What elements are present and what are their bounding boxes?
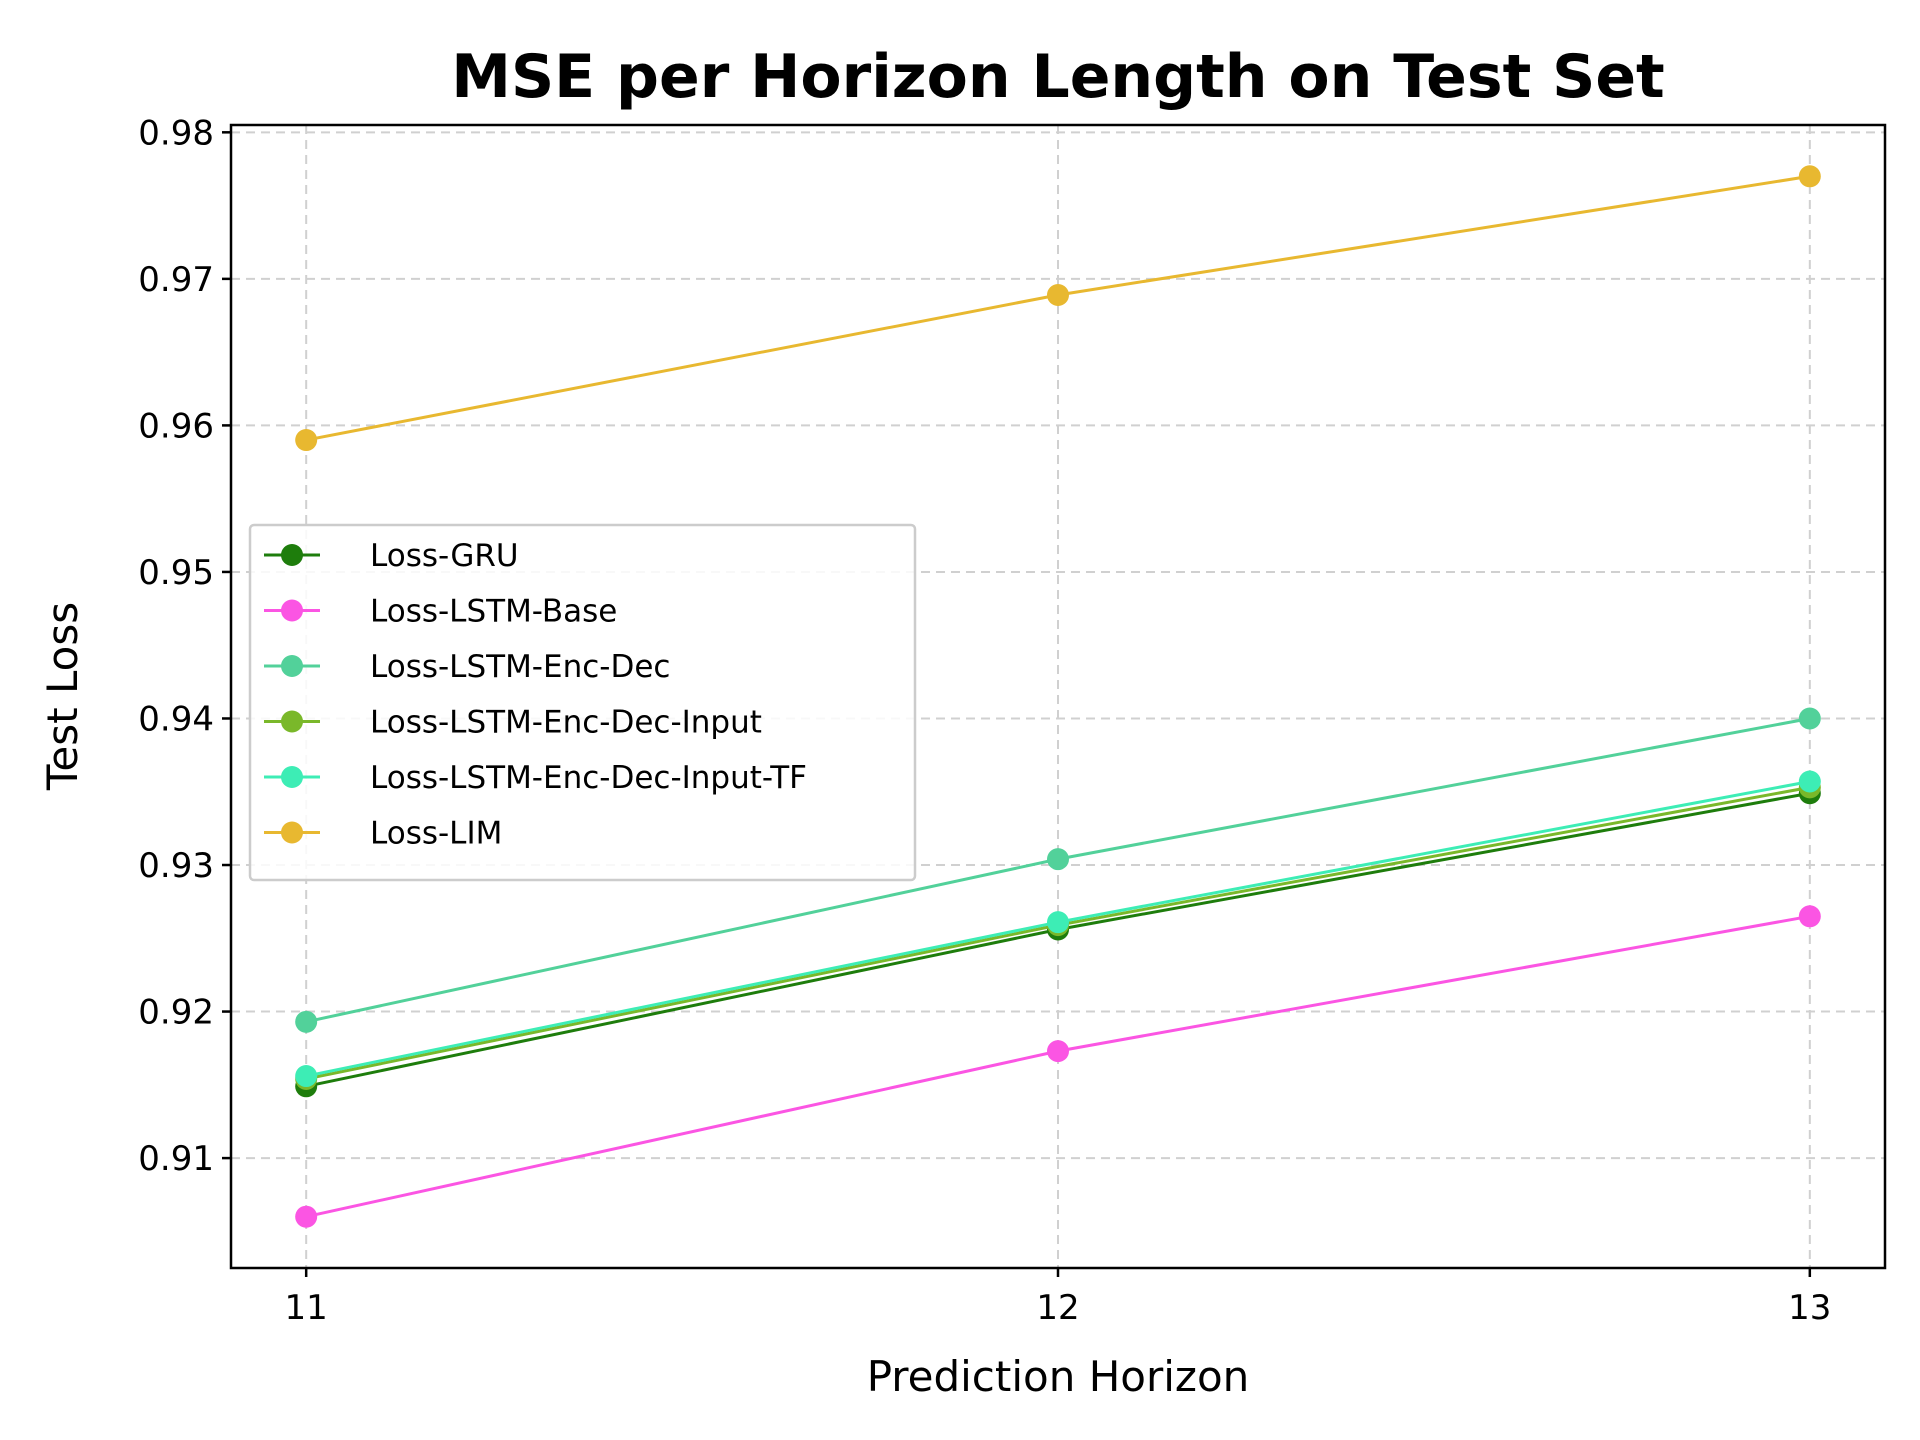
legend-entry: Loss-LIM bbox=[264, 816, 502, 852]
data-point bbox=[1798, 770, 1821, 793]
data-point bbox=[295, 429, 318, 452]
data-point bbox=[1047, 283, 1069, 306]
data-point bbox=[1798, 905, 1821, 928]
legend-entry: Loss-GRU bbox=[264, 538, 519, 574]
data-point bbox=[1047, 1040, 1069, 1063]
y-tick-label: 0.97 bbox=[138, 260, 214, 300]
series-loss-lstm-enc-dec-input-tf bbox=[295, 770, 1821, 1088]
data-point bbox=[1798, 165, 1821, 188]
series-loss-lstm-enc-dec bbox=[295, 707, 1821, 1033]
legend-box bbox=[248, 523, 917, 882]
x-axis-label: Prediction Horizon bbox=[867, 1352, 1250, 1401]
plot-area bbox=[295, 165, 1821, 1228]
legend-label: Loss-GRU bbox=[370, 538, 519, 574]
data-point bbox=[295, 1205, 318, 1228]
legend-marker bbox=[281, 655, 303, 677]
legend-label: Loss-LSTM-Enc-Dec-Input-TF bbox=[370, 760, 807, 796]
legend-marker bbox=[281, 544, 303, 566]
legend-marker bbox=[281, 766, 303, 788]
chart-title: MSE per Horizon Length on Test Set bbox=[451, 42, 1664, 112]
data-point bbox=[1047, 911, 1069, 934]
data-point bbox=[1798, 707, 1821, 730]
y-tick-label: 0.91 bbox=[138, 1139, 214, 1179]
y-tick-label: 0.95 bbox=[138, 553, 214, 593]
legend-label: Loss-LSTM-Enc-Dec-Input bbox=[370, 705, 762, 741]
legend-marker bbox=[281, 710, 303, 733]
legend-entry: Loss-LSTM-Enc-Dec bbox=[264, 649, 670, 685]
x-tick-label: 12 bbox=[1036, 1288, 1079, 1328]
series-line bbox=[305, 914, 1811, 1219]
legend-entry: Loss-LSTM-Enc-Dec-Input-TF bbox=[264, 760, 807, 796]
data-point bbox=[1047, 848, 1069, 871]
x-tick-label: 11 bbox=[285, 1288, 328, 1328]
legend-marker bbox=[281, 821, 303, 844]
y-tick-label: 0.93 bbox=[138, 846, 214, 886]
y-tick-label: 0.98 bbox=[138, 113, 214, 153]
y-axis-label: Test Loss bbox=[38, 602, 87, 791]
legend-entry: Loss-LSTM-Base bbox=[264, 594, 617, 630]
legend: Loss-GRU Loss-LSTM-Base Loss-LSTM-Enc-Dec L… bbox=[248, 523, 917, 882]
y-tick-label: 0.94 bbox=[138, 699, 214, 739]
x-tick-label: 13 bbox=[1788, 1288, 1831, 1328]
legend-marker bbox=[281, 599, 303, 622]
data-point bbox=[295, 1010, 318, 1033]
legend-label: Loss-LSTM-Base bbox=[370, 594, 617, 630]
legend-label: Loss-LSTM-Enc-Dec bbox=[370, 649, 670, 685]
legend-entry: Loss-LSTM-Enc-Dec-Input bbox=[264, 705, 762, 741]
axes: 0.91 0.92 0.93 0.94 0.95 0.96 0.97 0.98 11 12 13 bbox=[138, 113, 1831, 1328]
series-loss-lstm-base bbox=[295, 905, 1821, 1228]
series-loss-lim bbox=[295, 165, 1821, 452]
legend-label: Loss-LIM bbox=[370, 816, 502, 852]
data-point bbox=[295, 1065, 318, 1088]
y-tick-label: 0.92 bbox=[138, 993, 214, 1033]
y-tick-label: 0.96 bbox=[138, 406, 214, 446]
